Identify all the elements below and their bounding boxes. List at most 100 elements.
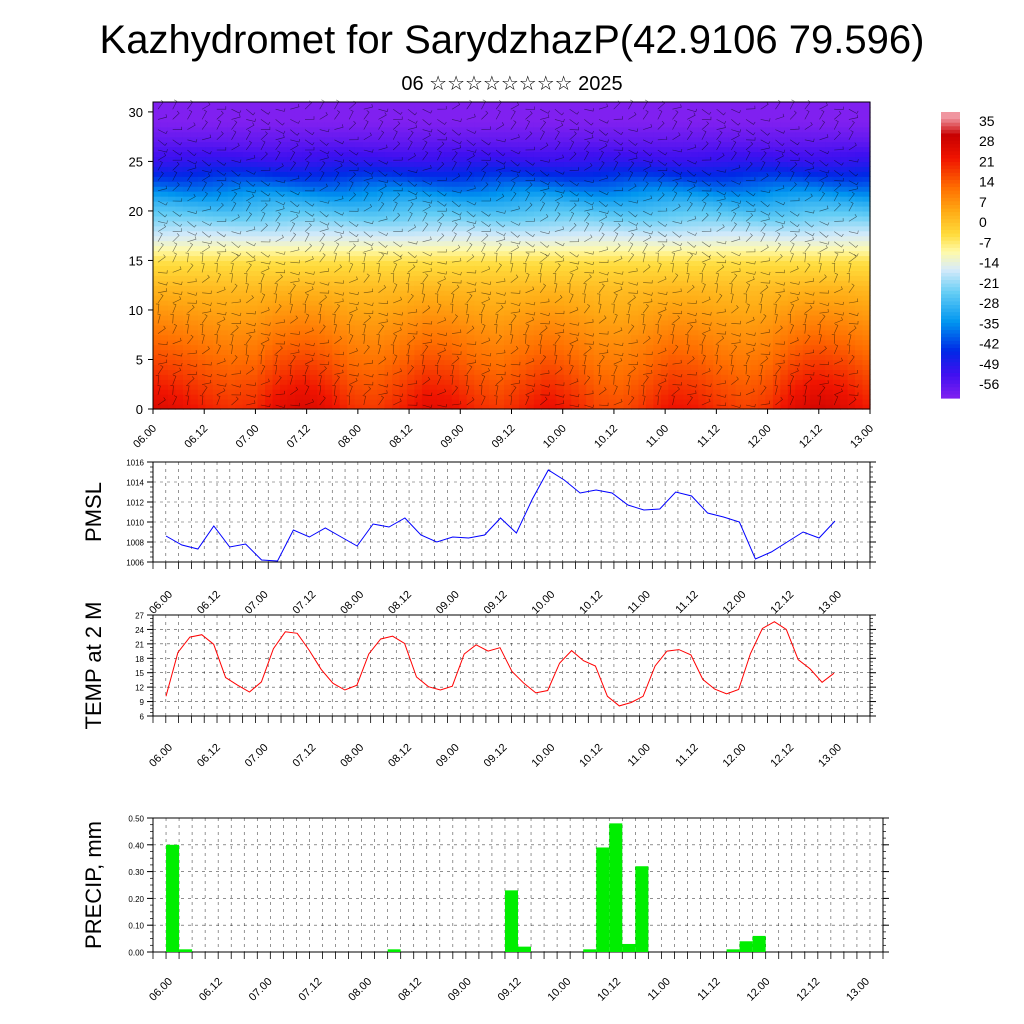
heatmap-cell [466,255,475,262]
heatmap-cell [153,250,162,257]
heatmap-cell [586,181,595,187]
heatmap-cell [451,176,460,182]
heatmap-cell [384,285,393,291]
heatmap-cell [638,329,647,336]
heatmap-cell [720,270,729,276]
heatmap-cell [743,235,752,242]
heatmap-cell [728,305,737,311]
heatmap-cell [317,295,326,301]
heatmap-cell [190,106,199,113]
heatmap-cell [429,210,438,217]
heatmap-cell [339,255,348,262]
heatmap-cell [474,230,483,237]
heatmap-cell [645,102,655,108]
heatmap-cell [489,275,498,281]
heatmap-cell [489,319,498,326]
heatmap-cell [623,260,632,266]
heatmap-cell [683,181,692,187]
heatmap-cell [623,290,632,296]
heatmap-cell [429,161,438,167]
heatmap-cell [645,126,655,133]
heatmap-cell [533,260,542,266]
heatmap-cell [735,384,744,390]
heatmap-cell [623,171,632,177]
heatmap-cell [548,324,557,331]
heatmap-cell [750,240,759,247]
heatmap-cell [743,181,752,187]
heatmap-cell [578,339,587,346]
heatmap-cell [481,235,490,242]
heatmap-cell [153,404,162,410]
heatmap-cell [698,265,707,271]
heatmap-cell [481,215,490,222]
heatmap-cell [563,111,572,118]
heatmap-cell [474,176,483,182]
heatmap-cell [354,116,363,123]
heatmap-cell [324,141,333,148]
heatmap-cell [294,394,303,400]
heatmap-cell [309,111,318,118]
heatmap-cell [220,379,229,385]
heatmap-cell [563,166,572,172]
heatmap-cell [377,295,386,301]
heatmap-cell [153,255,162,262]
heatmap-cell [197,339,206,346]
heatmap-cell [481,319,490,326]
heatmap-cell [750,270,759,276]
heatmap-cell [638,171,647,177]
heatmap-cell [705,201,714,207]
heatmap-cell [690,181,699,187]
heatmap-cell [743,389,752,395]
heatmap-cell [683,146,692,153]
heatmap-cell [631,136,640,143]
heatmap-cell [489,181,498,187]
heatmap-cell [563,186,572,192]
heatmap-cell [347,374,356,380]
heatmap-cell [660,141,669,148]
heatmap-cell [175,275,184,281]
heatmap-cell [459,275,468,281]
heatmap-cell [309,314,318,321]
heatmap-cell [257,161,266,167]
heatmap-cell [489,102,498,108]
heatmap-cell [406,151,416,158]
heatmap-cell [309,359,318,366]
heatmap-cell [190,181,199,187]
heatmap-cell [167,131,177,138]
heatmap-cell [190,205,199,212]
heatmap-cell [384,116,393,123]
heatmap-cell [645,314,655,321]
heatmap-cell [638,196,647,202]
heatmap-cell [287,329,296,336]
heatmap-cell [713,171,722,177]
heatmap-cell [421,290,430,296]
heatmap-cell [279,364,289,370]
heatmap-cell [593,225,602,232]
heatmap-cell [720,319,729,326]
heatmap-cell [399,240,408,247]
heatmap-cell [474,339,483,346]
heatmap-cell [474,359,483,366]
heatmap-cell [705,181,714,187]
heatmap-cell [496,141,505,148]
heatmap-cell [309,176,318,182]
heatmap-cell [392,156,401,163]
heatmap-cell [504,295,513,301]
heatmap-cell [429,146,438,153]
heatmap-cell [414,131,423,138]
heatmap-cell [265,300,274,306]
heatmap-cell [190,275,199,281]
heatmap-cell [212,369,221,375]
heatmap-cell [526,230,535,237]
heatmap-cell [586,146,595,153]
heatmap-cell [533,324,542,331]
heatmap-cell [362,314,371,321]
heatmap-cell [384,186,393,192]
heatmap-cell [548,116,557,123]
heatmap-cell [354,305,363,311]
heatmap-cell [212,309,221,316]
heatmap-cell [279,344,289,351]
heatmap-cell [377,389,386,395]
heatmap-cell [496,324,505,331]
heatmap-cell [153,379,162,385]
